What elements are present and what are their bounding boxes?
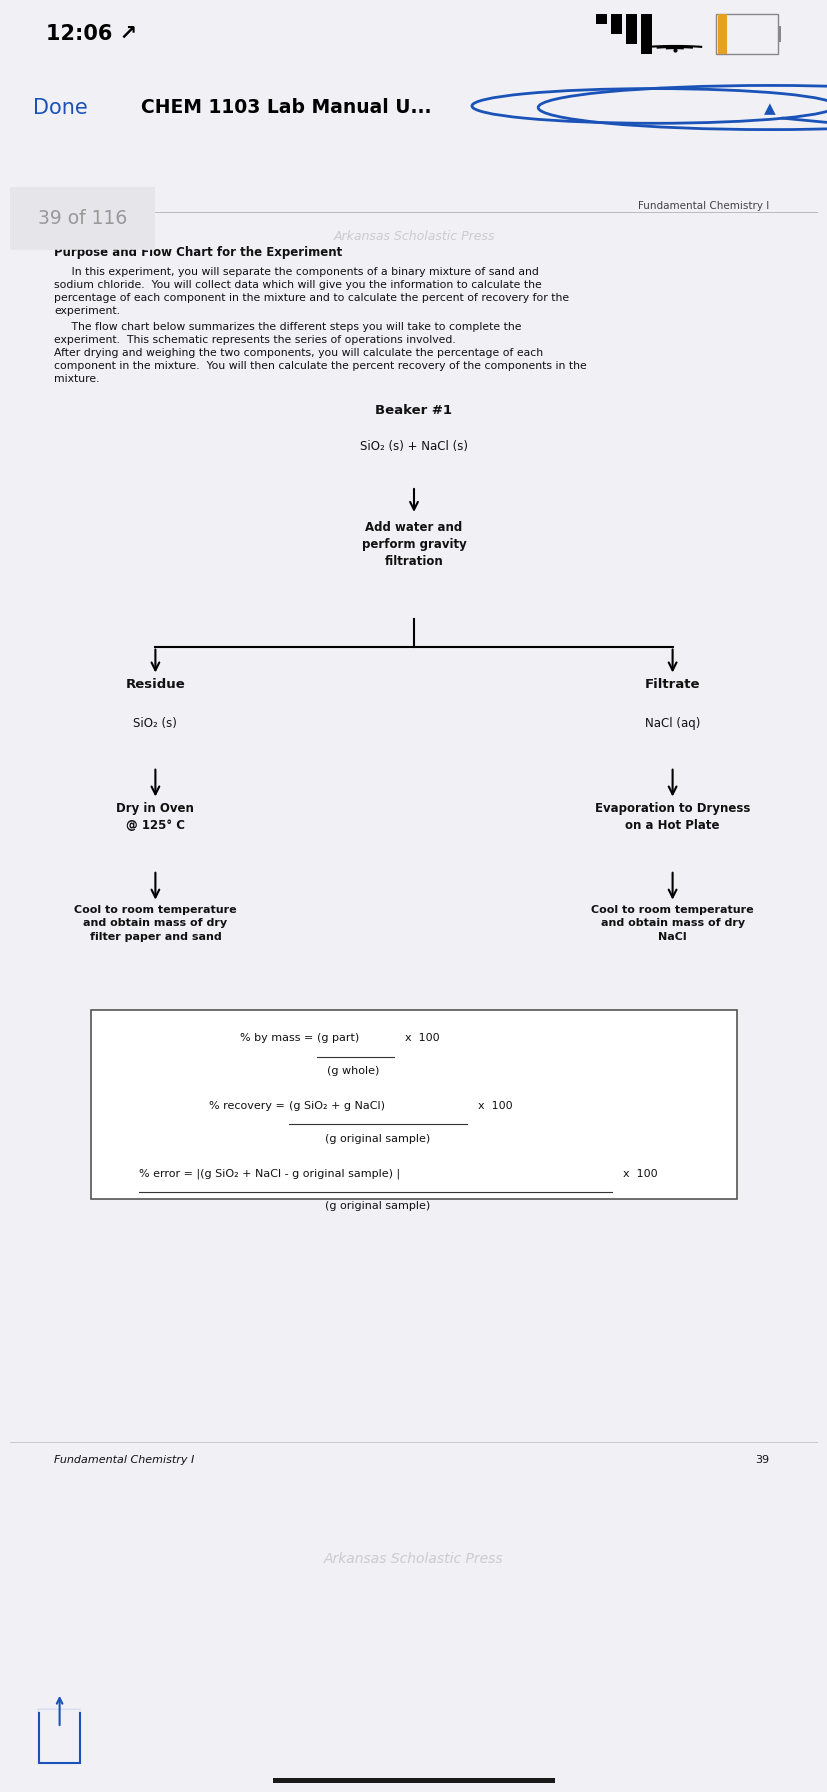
Text: x  100: x 100 bbox=[470, 1100, 512, 1111]
Text: (g part): (g part) bbox=[317, 1032, 359, 1043]
Text: Cool to room temperature
and obtain mass of dry
filter paper and sand: Cool to room temperature and obtain mass… bbox=[74, 905, 237, 941]
Text: Evaporation to Dryness
on a Hot Plate: Evaporation to Dryness on a Hot Plate bbox=[594, 803, 749, 831]
Text: (g original sample): (g original sample) bbox=[325, 1134, 430, 1143]
Bar bbox=[610, 14, 621, 34]
Text: 39 of 116: 39 of 116 bbox=[38, 210, 127, 228]
Text: In this experiment, you will separate the components of a binary mixture of sand: In this experiment, you will separate th… bbox=[55, 267, 569, 317]
Text: Filtrate: Filtrate bbox=[644, 677, 700, 692]
Text: Done: Done bbox=[33, 97, 88, 118]
Text: 38: 38 bbox=[59, 201, 72, 211]
Text: ▲: ▲ bbox=[763, 102, 775, 116]
Bar bbox=[625, 14, 636, 45]
Bar bbox=[39, 1710, 80, 1763]
Text: The flow chart below summarizes the different steps you will take to complete th: The flow chart below summarizes the diff… bbox=[55, 321, 586, 383]
Text: % recovery =: % recovery = bbox=[209, 1100, 289, 1111]
Text: (g SiO₂ + g NaCl): (g SiO₂ + g NaCl) bbox=[289, 1100, 385, 1111]
Text: Add water and
perform gravity
filtration: Add water and perform gravity filtration bbox=[361, 521, 466, 568]
Text: Arkansas Scholastic Press: Arkansas Scholastic Press bbox=[332, 229, 495, 244]
Text: x  100: x 100 bbox=[397, 1032, 439, 1043]
Text: Fundamental Chemistry I: Fundamental Chemistry I bbox=[638, 201, 768, 211]
Bar bbox=[91, 1009, 736, 1199]
Bar bbox=[273, 1778, 554, 1783]
Bar bbox=[777, 25, 781, 43]
Text: CHEM 1103 Lab Manual U...: CHEM 1103 Lab Manual U... bbox=[141, 99, 431, 116]
Text: x  100: x 100 bbox=[615, 1168, 657, 1179]
Text: SiO₂ (s): SiO₂ (s) bbox=[133, 717, 177, 729]
Text: Dry in Oven
@ 125° C: Dry in Oven @ 125° C bbox=[117, 803, 194, 831]
Text: Arkansas Scholastic Press: Arkansas Scholastic Press bbox=[324, 1552, 503, 1566]
Text: Purpose and Flow Chart for the Experiment: Purpose and Flow Chart for the Experimen… bbox=[55, 246, 342, 258]
Text: (g original sample): (g original sample) bbox=[325, 1201, 430, 1211]
Bar bbox=[715, 14, 777, 54]
FancyBboxPatch shape bbox=[6, 186, 159, 249]
Text: Beaker #1: Beaker #1 bbox=[375, 403, 452, 418]
Text: % by mass =: % by mass = bbox=[240, 1032, 317, 1043]
Bar bbox=[640, 14, 651, 54]
Text: Cool to room temperature
and obtain mass of dry
NaCl: Cool to room temperature and obtain mass… bbox=[590, 905, 753, 941]
Bar bbox=[717, 14, 726, 54]
Text: 39: 39 bbox=[754, 1455, 768, 1464]
Text: NaCl (aq): NaCl (aq) bbox=[644, 717, 700, 729]
Text: 12:06 ↗: 12:06 ↗ bbox=[45, 23, 136, 45]
Text: Residue: Residue bbox=[126, 677, 185, 692]
Text: % error = |(g SiO₂ + NaCl - g original sample) |: % error = |(g SiO₂ + NaCl - g original s… bbox=[139, 1168, 400, 1179]
Text: (g whole): (g whole) bbox=[327, 1066, 379, 1075]
Text: Fundamental Chemistry I: Fundamental Chemistry I bbox=[55, 1455, 194, 1464]
Text: SiO₂ (s) + NaCl (s): SiO₂ (s) + NaCl (s) bbox=[360, 441, 467, 453]
Bar bbox=[595, 14, 606, 23]
